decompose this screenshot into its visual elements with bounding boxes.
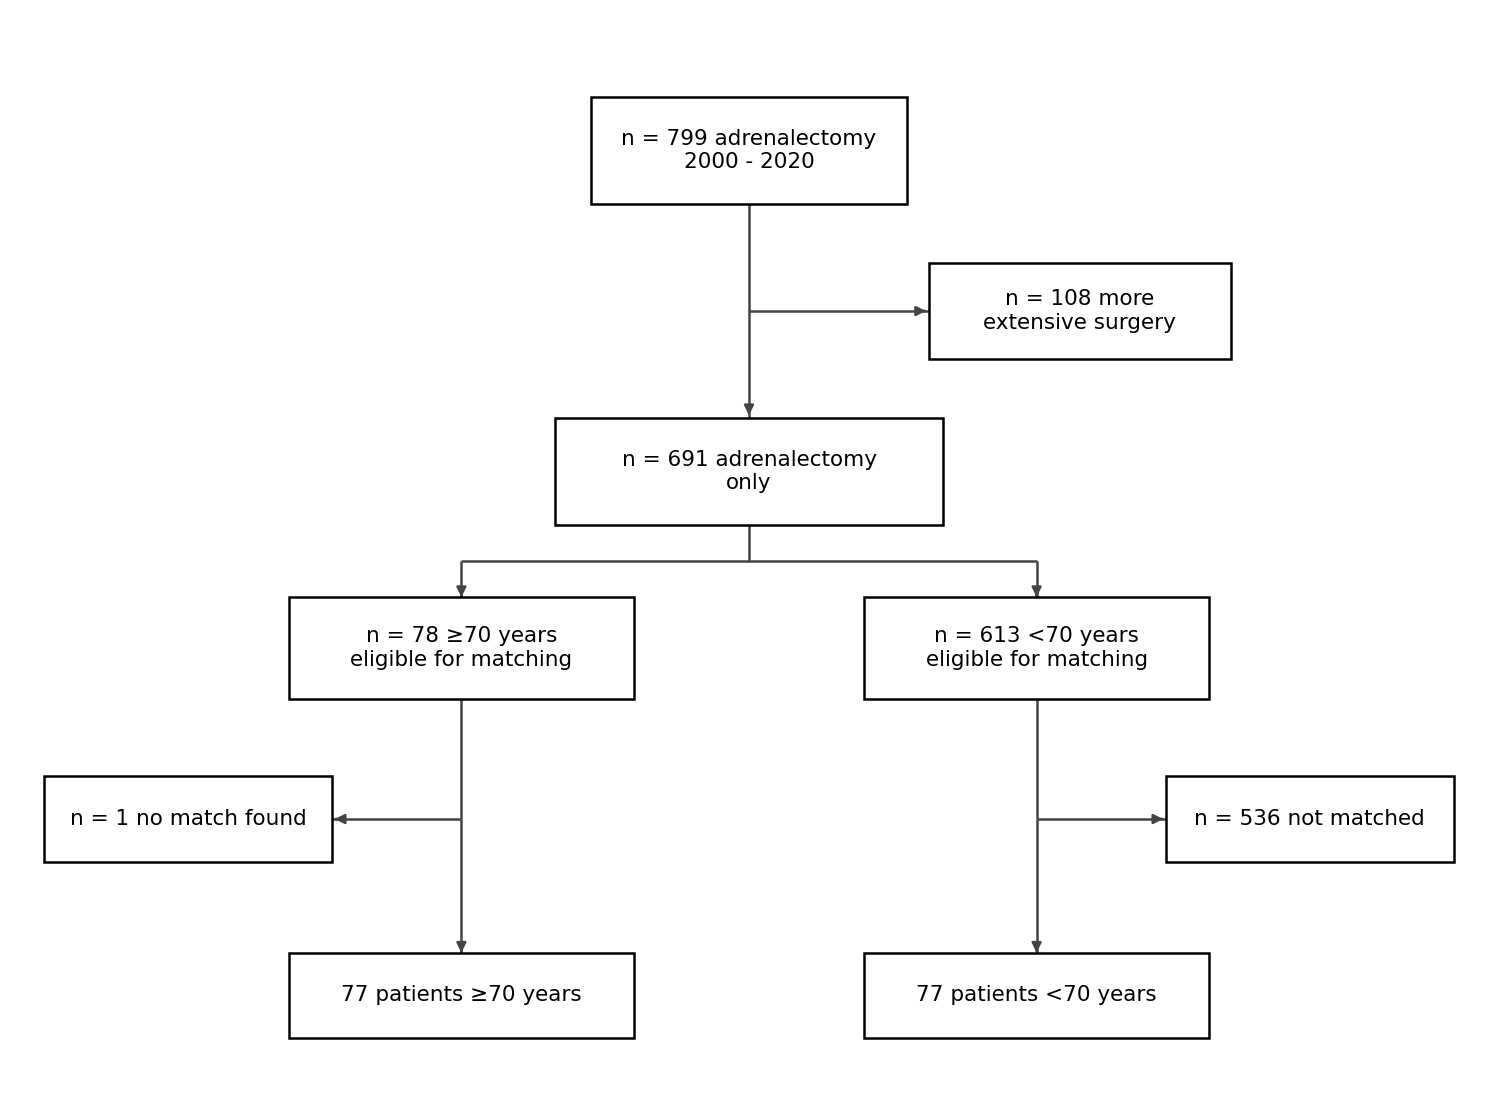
FancyBboxPatch shape <box>590 97 908 204</box>
Text: n = 108 more
extensive surgery: n = 108 more extensive surgery <box>983 290 1176 333</box>
FancyBboxPatch shape <box>1165 776 1453 862</box>
FancyBboxPatch shape <box>864 597 1209 698</box>
FancyBboxPatch shape <box>554 418 944 525</box>
FancyBboxPatch shape <box>289 597 634 698</box>
Text: n = 613 <70 years
eligible for matching: n = 613 <70 years eligible for matching <box>926 626 1147 670</box>
FancyBboxPatch shape <box>864 952 1209 1038</box>
FancyBboxPatch shape <box>289 952 634 1038</box>
Text: n = 799 adrenalectomy
2000 - 2020: n = 799 adrenalectomy 2000 - 2020 <box>622 129 876 173</box>
FancyBboxPatch shape <box>45 776 333 862</box>
Text: n = 78 ≥70 years
eligible for matching: n = 78 ≥70 years eligible for matching <box>351 626 572 670</box>
Text: n = 691 adrenalectomy
only: n = 691 adrenalectomy only <box>622 450 876 494</box>
Text: n = 536 not matched: n = 536 not matched <box>1194 809 1425 829</box>
Text: n = 1 no match found: n = 1 no match found <box>70 809 307 829</box>
Text: 77 patients ≥70 years: 77 patients ≥70 years <box>342 986 581 1006</box>
FancyBboxPatch shape <box>929 263 1231 359</box>
Text: 77 patients <70 years: 77 patients <70 years <box>917 986 1156 1006</box>
